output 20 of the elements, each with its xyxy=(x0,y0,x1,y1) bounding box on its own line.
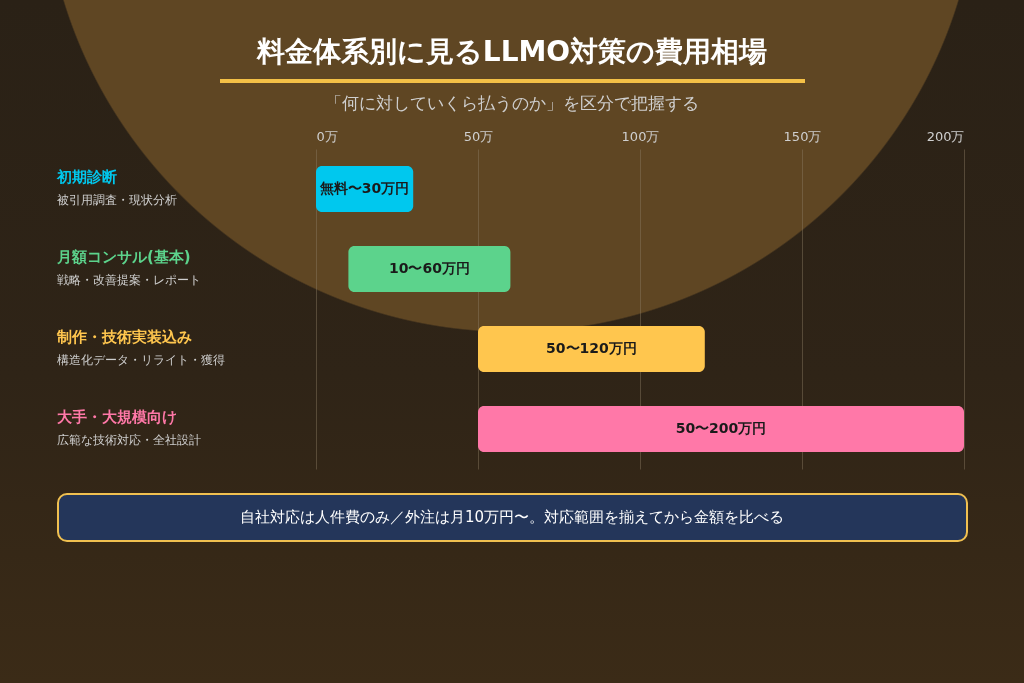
text: 自社対応は人件費のみ／外注は月10万円〜。対応範囲を揃えてから金額を比べる xyxy=(239,507,785,528)
x-tick-label: 150万 xyxy=(783,128,822,144)
text: 広範な技術対応・全社設計 xyxy=(57,433,201,447)
text: 構造化データ・リライト・獲得 xyxy=(57,353,225,367)
x-tick-label: 0万 xyxy=(316,128,338,144)
x-tick-label: 50万 xyxy=(463,128,494,144)
y-tick-label: 月額コンサル(基本) xyxy=(56,248,191,266)
chart-subtitle: 「何に対していくら払うのか」を区分で把握する xyxy=(325,92,699,115)
y-tick-label: 制作・技術実装込み xyxy=(56,328,192,346)
annotation: 10〜60万円 xyxy=(388,260,470,276)
x-tick-label: 200万 xyxy=(926,128,965,144)
text: 戦略・改善提案・レポート xyxy=(57,273,201,287)
y-tick-label: 大手・大規模向け xyxy=(57,408,177,426)
x-tick-label: 100万 xyxy=(621,128,660,144)
annotation: 無料〜30万円 xyxy=(318,180,410,196)
annotation: 50〜120万円 xyxy=(546,340,637,356)
chart-title: 料金体系別に見るLLMO対策の費用相場 xyxy=(256,34,768,70)
text: 被引用調査・現状分析 xyxy=(57,193,177,207)
y-tick-label: 初期診断 xyxy=(56,168,117,186)
annotation: 50〜200万円 xyxy=(675,420,767,436)
